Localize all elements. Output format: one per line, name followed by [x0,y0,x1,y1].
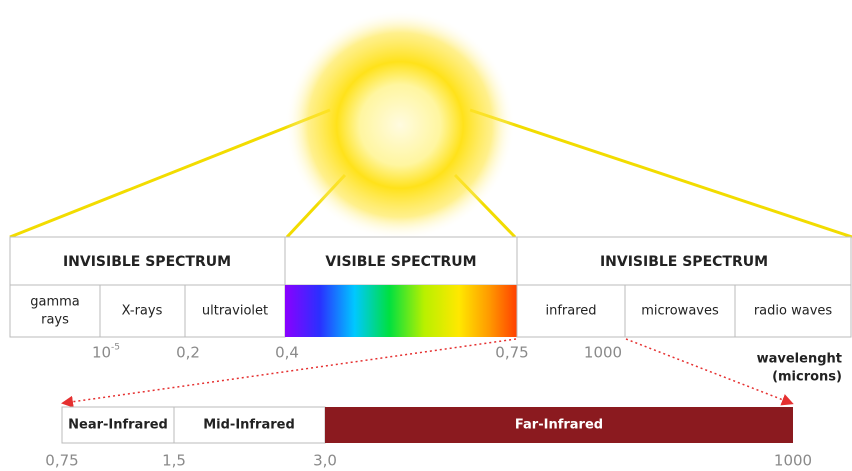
wavelength-label: 0,75 [495,344,528,362]
band-label: gamma [30,295,80,310]
unit-label: wavelenght [757,352,842,367]
wavelength-exponent: -5 [111,343,120,353]
infrared-scale-label: 1000 [774,452,812,470]
band-label: radio waves [754,304,833,319]
header-label: INVISIBLE SPECTRUM [63,254,231,270]
band-label: X-rays [122,304,163,319]
visible-gradient [285,285,517,337]
unit-label: (microns) [772,370,842,385]
header-label: VISIBLE SPECTRUM [325,254,476,270]
wavelength-label: 10 [92,344,111,362]
wavelength-label: 1000 [584,344,622,362]
zoom-arrows [61,338,794,408]
infrared-scale-label: 0,75 [45,452,78,470]
band-label: infrared [545,304,596,319]
band-label: ultraviolet [202,304,268,319]
band-label: rays [41,313,69,328]
infrared-scale-label: 1,5 [162,452,186,470]
infrared-label: Near-Infrared [68,418,168,433]
header-label: INVISIBLE SPECTRUM [600,254,768,270]
wavelength-label: 0,2 [176,344,200,362]
wavelength-label: 0,4 [275,344,299,362]
infrared-bar [61,406,793,444]
sun [285,10,515,240]
infrared-scale-label: 3,0 [313,452,337,470]
infrared-label: Far-Infrared [515,418,603,433]
spectrum-table [9,236,852,338]
band-label: microwaves [641,304,719,319]
infrared-label: Mid-Infrared [203,418,295,433]
